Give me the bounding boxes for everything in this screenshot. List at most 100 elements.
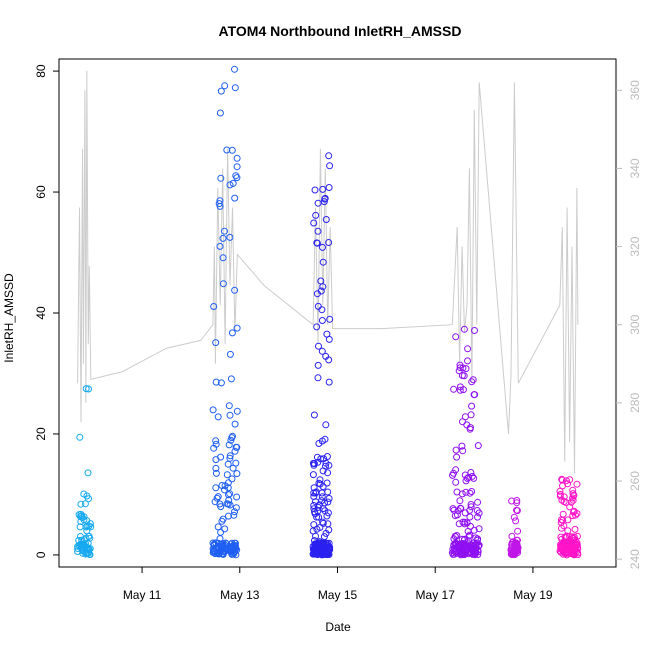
data-point bbox=[229, 464, 237, 472]
data-point bbox=[318, 306, 326, 314]
data-point bbox=[462, 488, 470, 496]
data-point bbox=[573, 480, 581, 488]
plot-area bbox=[58, 58, 617, 568]
data-point bbox=[221, 227, 228, 235]
data-point bbox=[217, 379, 225, 387]
y2-tick-label: 300 bbox=[628, 314, 642, 334]
data-point bbox=[314, 199, 322, 207]
data-point bbox=[316, 480, 324, 488]
data-point bbox=[318, 347, 326, 355]
data-point bbox=[573, 510, 581, 517]
data-point bbox=[216, 197, 224, 205]
data-point bbox=[452, 446, 460, 454]
data-point bbox=[468, 488, 476, 495]
data-point bbox=[319, 505, 327, 513]
data-point bbox=[224, 460, 232, 468]
data-point bbox=[227, 436, 235, 444]
y2-tick-label: 240 bbox=[628, 549, 642, 569]
data-point bbox=[212, 378, 220, 386]
data-point bbox=[233, 443, 241, 451]
data-point bbox=[212, 456, 220, 464]
data-point bbox=[315, 342, 322, 350]
data-point bbox=[228, 475, 236, 483]
data-point bbox=[314, 503, 322, 511]
data-point bbox=[217, 528, 225, 536]
data-point bbox=[473, 507, 481, 514]
data-point bbox=[567, 550, 575, 558]
data-point bbox=[314, 374, 322, 382]
y-tick-label: 20 bbox=[34, 427, 48, 441]
data-point bbox=[217, 174, 225, 182]
data-point bbox=[562, 549, 570, 557]
data-point bbox=[462, 547, 470, 555]
data-point bbox=[209, 545, 217, 553]
data-point bbox=[213, 494, 221, 502]
data-point bbox=[456, 542, 464, 550]
data-point bbox=[472, 541, 480, 548]
data-point bbox=[570, 533, 578, 541]
data-point bbox=[233, 470, 241, 478]
data-point bbox=[318, 545, 326, 553]
data-point bbox=[228, 542, 236, 550]
data-point bbox=[232, 504, 240, 512]
data-point bbox=[226, 452, 234, 460]
data-point bbox=[222, 539, 230, 547]
data-point bbox=[233, 154, 241, 162]
data-point bbox=[452, 533, 459, 541]
data-point bbox=[449, 545, 457, 553]
data-point bbox=[231, 420, 239, 428]
data-point bbox=[216, 242, 224, 250]
x-tick-label: May 17 bbox=[416, 588, 456, 602]
data-point bbox=[574, 545, 582, 553]
data-point bbox=[224, 484, 232, 492]
data-point bbox=[83, 522, 91, 530]
data-point bbox=[573, 541, 581, 549]
data-point bbox=[513, 499, 521, 507]
y-tick-label: 60 bbox=[34, 185, 48, 199]
data-point bbox=[76, 533, 84, 540]
data-point bbox=[218, 550, 226, 558]
data-point bbox=[217, 87, 225, 95]
data-point bbox=[569, 490, 577, 498]
data-point bbox=[226, 181, 234, 189]
data-point bbox=[232, 172, 240, 180]
data-point bbox=[231, 508, 238, 516]
data-point bbox=[325, 152, 333, 160]
data-point bbox=[84, 469, 92, 477]
data-point bbox=[320, 455, 328, 463]
data-point bbox=[323, 479, 331, 487]
data-point bbox=[86, 534, 94, 542]
data-point bbox=[463, 421, 471, 429]
data-point bbox=[231, 548, 238, 556]
data-point bbox=[558, 476, 566, 484]
data-point bbox=[449, 505, 457, 513]
x-axis: May 11 May 13 May 15 May 17 May 19 bbox=[123, 567, 553, 602]
data-point bbox=[456, 497, 464, 505]
data-point bbox=[231, 447, 239, 455]
data-point bbox=[313, 239, 321, 247]
data-point bbox=[313, 453, 321, 461]
data-point bbox=[467, 503, 475, 511]
data-point bbox=[317, 277, 325, 285]
data-point bbox=[462, 365, 470, 373]
data-point bbox=[77, 510, 85, 518]
data-point bbox=[212, 339, 220, 347]
data-point bbox=[81, 540, 89, 548]
y-tick-label: 0 bbox=[34, 551, 48, 558]
data-point bbox=[560, 498, 568, 506]
data-point bbox=[314, 302, 322, 310]
data-point bbox=[465, 473, 473, 481]
data-point bbox=[324, 488, 332, 496]
data-point bbox=[231, 65, 238, 73]
x-axis-label: Date bbox=[325, 620, 351, 634]
data-point bbox=[218, 517, 226, 525]
data-point bbox=[326, 162, 334, 170]
data-point bbox=[560, 522, 568, 530]
data-point bbox=[233, 407, 241, 415]
data-point bbox=[321, 194, 329, 202]
data-point bbox=[231, 194, 239, 202]
data-point bbox=[224, 479, 232, 487]
data-point bbox=[471, 327, 478, 334]
data-point bbox=[214, 493, 222, 501]
data-point bbox=[456, 386, 464, 394]
